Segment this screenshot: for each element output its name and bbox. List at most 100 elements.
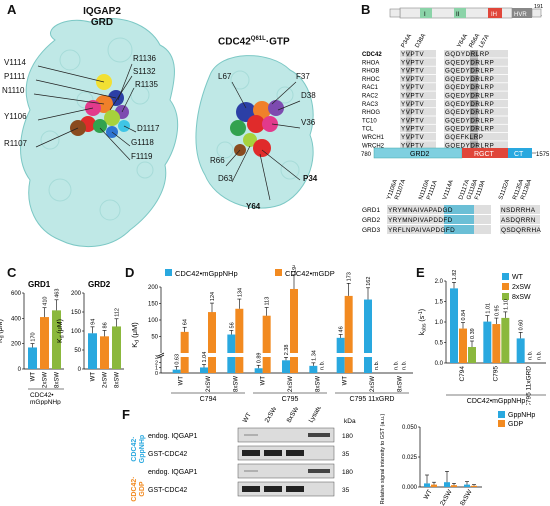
blot-band (286, 486, 304, 492)
residue-blob (253, 101, 271, 119)
y-axis-label: Kd (μM) (0, 319, 6, 343)
y-tick-label: 3 (155, 355, 158, 361)
bar (235, 357, 244, 373)
seq-segment-2: GQEFKLRP (445, 134, 484, 141)
seq-segment-2: GQEDYDRLRP (445, 142, 494, 149)
rgct-label: RGCT (474, 151, 495, 158)
blot-row-label: endog. IQGAP1 (148, 433, 198, 440)
cdc42-mutation-label: Y64A (457, 33, 470, 49)
cdc42-title: CDC42Q61L·GTP (218, 36, 290, 47)
side-label-gppnhp-2: GppNHp (139, 435, 146, 463)
blot-band (242, 486, 260, 492)
bar (208, 357, 216, 373)
bar (450, 288, 458, 363)
y-tick-label: 200 (71, 291, 82, 297)
cdc42-residue-label: Y64 (246, 202, 261, 211)
seq-highlight (470, 133, 478, 141)
seq-highlight (406, 116, 412, 124)
protein-name: RAC1 (362, 85, 379, 91)
y-tick-label: 50 (151, 335, 158, 341)
bar (208, 312, 216, 353)
y-tick-label: 200 (148, 285, 159, 291)
footer-line1: CDC42• (30, 392, 54, 399)
x-tick-label: 2xSW (370, 376, 376, 392)
bar (364, 357, 372, 373)
cdc42-title-sup: Q61L (250, 36, 266, 42)
residue-blob (93, 119, 107, 133)
panel-label-d: D (125, 265, 135, 280)
panel-e-chart: WT 2xSW 8xSW 0.0 0.5 1.0 1.5 2.0 kobs (s-1) 1.82 0… (418, 270, 546, 405)
y-tick-label: 150 (71, 310, 82, 316)
bar-value-label: 173 (347, 272, 353, 281)
side-label-gdp-2: GDP (139, 481, 146, 497)
seq-highlight (470, 116, 478, 124)
ct-label: CT (514, 151, 524, 158)
grd-seq-highlight (444, 215, 474, 224)
grd-seq-highlight (500, 225, 540, 234)
seq-highlight (406, 124, 412, 133)
grd-seq-1: YRYMNPIVAPDDFD (388, 217, 453, 224)
bar (309, 365, 318, 373)
seq-highlight (470, 108, 478, 116)
seq-highlight (400, 91, 436, 99)
x-tick-label: WT (31, 372, 37, 382)
legend-swatch (502, 293, 509, 300)
y-tick-label: 100 (71, 329, 82, 335)
lane-label: 2xSW (264, 407, 279, 424)
seq-highlight (406, 141, 412, 149)
x-tick-label: 2xSW (103, 372, 109, 388)
switch-i-label: I (424, 12, 426, 18)
y-tick-label: 2.0 (435, 279, 444, 285)
side-label-gdp: CDC42· (131, 476, 138, 501)
ih-region (488, 8, 502, 18)
protein-name: WRCH1 (362, 135, 385, 141)
lane-label: Lysate (308, 407, 324, 424)
group-label: C795 (282, 396, 299, 403)
seq-segment-2: GQEDYDRLRP (445, 76, 494, 83)
x-tick-label: 2xSW (288, 376, 294, 392)
seq-segment-2: GQEDYDRLRP (445, 101, 494, 108)
residue-blob (247, 115, 265, 133)
panel-label-c: C (7, 265, 17, 280)
bar (459, 328, 467, 363)
seq-highlight (406, 66, 412, 75)
seq-highlight (400, 50, 436, 58)
grd1-chart: GRD1 0 200 400 600 Kd (μM) 170 WT 410 2xSW 463 8xSW (0, 280, 64, 388)
y-tick-label: 200 (11, 342, 22, 348)
bar (227, 334, 236, 353)
group-label: C794 (459, 366, 466, 382)
kda-label: 35 (342, 487, 350, 494)
seq-highlight (470, 58, 478, 66)
bar-value-label: n.b. (528, 350, 534, 360)
blot-band (286, 450, 304, 456)
legend-entry: WT (512, 274, 524, 281)
grd-seq-1: YRYMNAIVAPADGD (388, 207, 453, 214)
grd-seq-highlight (444, 205, 474, 214)
seq-highlight (470, 83, 478, 91)
bar (290, 357, 298, 373)
protein-name: WRCH2 (362, 143, 385, 149)
bar (28, 347, 37, 369)
y-tick-label: 1.0 (435, 320, 444, 326)
grd-seq-highlight (387, 205, 491, 214)
bar (444, 482, 450, 487)
grd2-label: GRD2 (410, 151, 430, 158)
bar-value-label: n.b. (393, 360, 399, 370)
x-tick-label: 8xSW (315, 376, 321, 392)
y-tick-label: 150 (148, 302, 159, 308)
seq-segment-1: YVPTV (401, 68, 425, 75)
seq-segment-1: YVPTV (401, 76, 425, 83)
blot-strip (237, 463, 335, 479)
grd-domain-end: 1575 (536, 152, 550, 158)
cdc42-residue-label: V36 (301, 118, 316, 127)
legend-gppnhp: CDC42•mGppNHp (175, 269, 238, 278)
grd-row-name: GRD2 (362, 217, 380, 224)
cdc42-residue-label: R66 (210, 156, 225, 165)
seq-segment-1: YVPTV (401, 59, 425, 66)
x-tick-label: WT (343, 376, 349, 386)
blot-band (244, 434, 258, 436)
legend-swatch (498, 420, 505, 427)
seq-segment-2: GQEDYDRLRP (445, 117, 494, 124)
seq-highlight (470, 141, 478, 149)
